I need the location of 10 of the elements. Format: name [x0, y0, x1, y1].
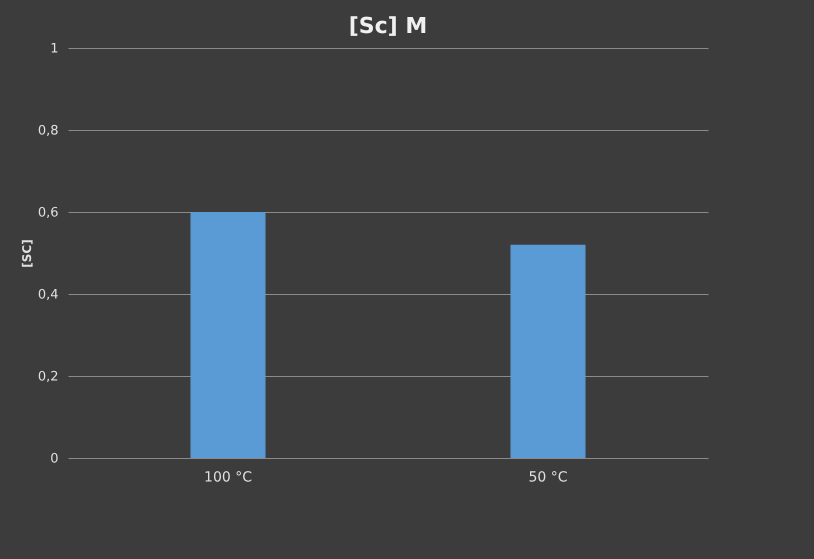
- y-tick-label: 0,8: [38, 124, 58, 138]
- x-tick-label: 100 °C: [204, 470, 252, 486]
- y-tick-label: 0,2: [38, 370, 58, 384]
- y-tick-label: 0: [50, 452, 58, 466]
- y-tick-label: 0,6: [38, 206, 58, 220]
- y-tick-label: 0,4: [38, 288, 58, 302]
- y-axis-title: [SC]: [20, 239, 34, 268]
- x-tick-label: 50 °C: [528, 470, 568, 486]
- y-tick-label: 1: [50, 42, 58, 56]
- chart-title: [Sc] M: [348, 14, 428, 39]
